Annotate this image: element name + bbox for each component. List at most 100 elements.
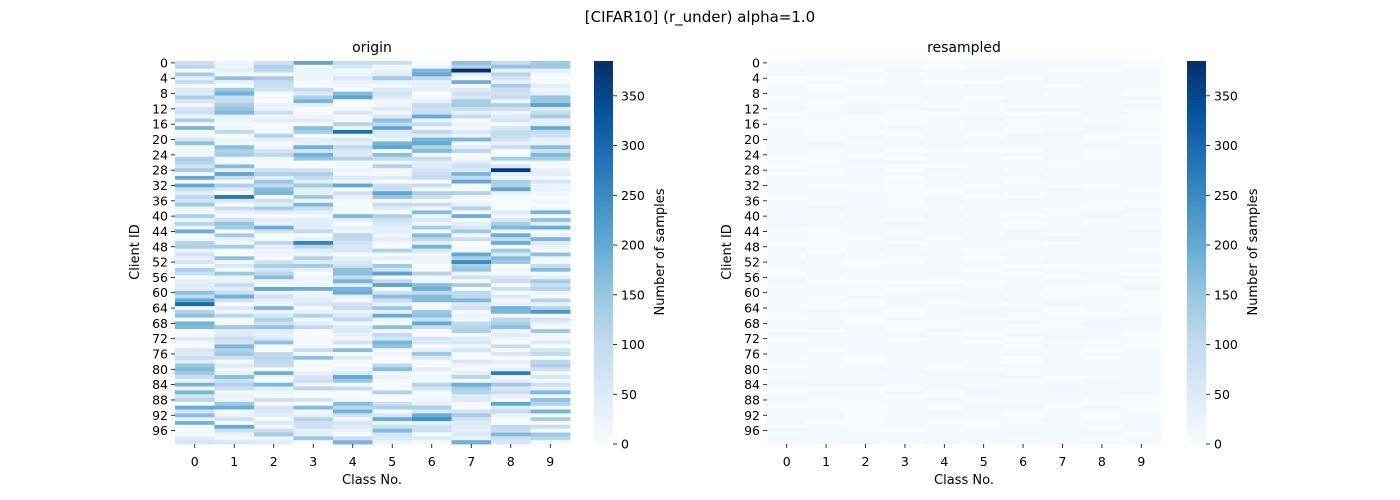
heatmap-cell [924,83,965,89]
heatmap-cell [175,298,215,303]
heatmap-cell [491,80,531,85]
heatmap-cell [491,195,531,200]
heatmap-cell [530,179,571,184]
heatmap-cell [412,110,452,116]
y-axis-label-resampled: Client ID [720,224,735,280]
colorbar-segment [594,293,613,298]
heatmap-cell [1121,398,1162,403]
heatmap-cell [767,405,807,410]
colorbar-segment [1187,271,1206,276]
colorbar-segment [594,201,613,206]
heatmap-cell [451,164,492,169]
colorbar-segment [1187,153,1206,158]
colorbar-segment [594,137,613,142]
heatmap-cell [806,286,847,292]
heatmap-cell [175,168,215,173]
heatmap-cell [885,198,925,204]
heatmap-cell [885,210,925,215]
heatmap-cell [1042,298,1083,303]
heatmap-cell [530,183,571,188]
heatmap-cell [214,202,255,207]
colorbar-segment [594,284,613,289]
heatmap-cell [451,382,492,387]
heatmap-cell [964,263,1004,269]
heatmap-cell [293,168,334,173]
heatmap-cell [806,160,847,165]
heatmap-cell [1082,68,1122,73]
heatmap-cell [806,244,847,250]
heatmap-cell [924,336,965,341]
heatmap-cell [333,344,373,349]
heatmap-cell [885,363,925,368]
heatmap-cell [293,317,334,322]
heatmap-cell [767,172,807,177]
heatmap-cell [254,91,294,96]
heatmap-cell [964,275,1004,280]
heatmap-cell [293,91,334,96]
colorbar-segment [1187,306,1206,311]
heatmap-cell [175,271,215,276]
heatmap-cell [333,106,373,112]
heatmap-cell [924,382,965,387]
heatmap-cell [175,309,215,315]
heatmap-cell [1042,244,1083,250]
heatmap-cell [175,375,215,380]
heatmap-cell [845,80,886,85]
heatmap-cell [175,206,215,211]
heatmap-cell [1003,359,1044,364]
heatmap-cell [412,432,452,437]
heatmap-cell [767,198,807,204]
colorbar-segment [1187,195,1206,199]
heatmap-cell [964,164,1004,169]
heatmap-cell [372,432,413,437]
heatmap-cell [885,237,925,242]
colorbar-segment [594,188,613,193]
heatmap-cell [1042,141,1083,146]
heatmap-cell [964,61,1004,66]
x-tick-label: 6 [428,454,436,469]
heatmap-cell [333,409,373,414]
heatmap-cell [254,344,294,349]
heatmap-cell [767,168,807,173]
heatmap-cell [1003,263,1044,269]
heatmap-cell [214,64,255,70]
heatmap-cell [175,371,215,376]
heatmap-cell [1042,344,1083,349]
colorbar-segment [1187,389,1206,394]
heatmap-cell [175,99,215,104]
heatmap-cell [214,294,255,299]
colorbar-segment [594,434,613,439]
heatmap-cell [530,344,571,349]
heatmap-cell [333,417,373,422]
colorbar-segment [594,252,613,257]
heatmap-cell [530,172,571,177]
heatmap-cell [254,229,294,234]
heatmap-cell [845,164,886,169]
heatmap-cell [214,332,255,338]
heatmap-cell [1121,394,1162,399]
colorbar-segment [1187,341,1206,346]
heatmap-cell [1003,252,1044,257]
colorbar-segment [1187,303,1206,308]
heatmap-cell [175,210,215,215]
heatmap-cell [767,382,807,387]
heatmap-cell [412,409,452,414]
heatmap-cell [1042,283,1083,288]
colorbar-segment [1187,325,1206,330]
heatmap-cell [372,87,413,93]
heatmap-cell [1003,172,1044,177]
heatmap-cell [333,87,373,93]
heatmap-cell [806,122,847,127]
heatmap-cell [214,172,255,177]
heatmap-cell [491,87,531,93]
heatmap-cell [491,417,531,422]
heatmap-cell [254,149,294,154]
heatmap-cell [214,76,255,81]
heatmap-cell [372,302,413,307]
heatmap-cell [924,313,965,319]
colorbar-segment [1187,211,1206,215]
heatmap-cell [1121,80,1162,85]
heatmap-cell [1042,80,1083,85]
colorbar-segment [594,431,613,435]
heatmap-cell [530,126,571,131]
